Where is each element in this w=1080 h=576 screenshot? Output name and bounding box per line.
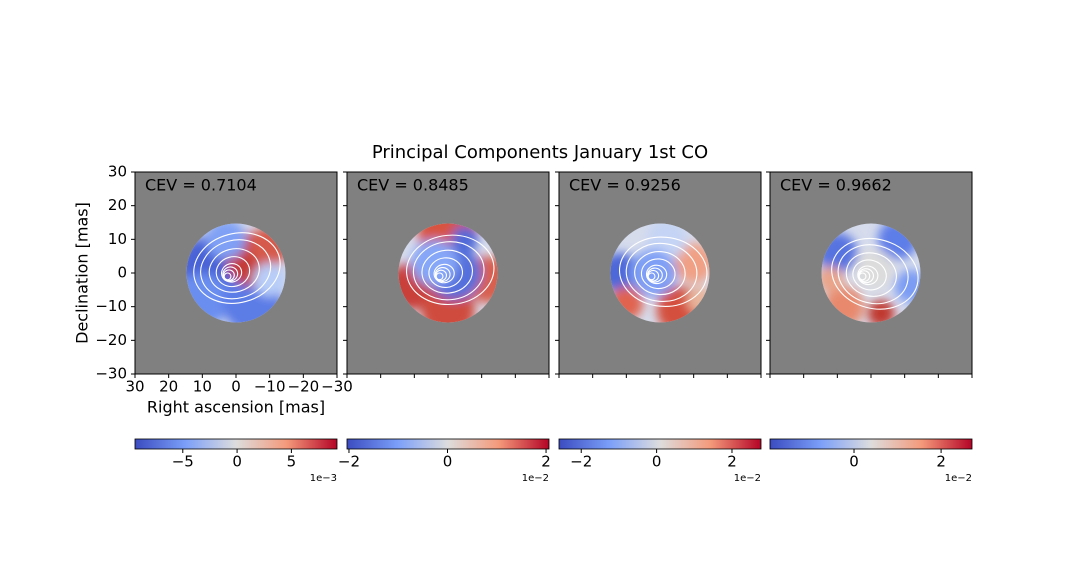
contour xyxy=(618,236,708,307)
contour xyxy=(434,266,451,283)
x-tick-label: −30 xyxy=(321,378,353,396)
x-tick-label: −10 xyxy=(254,378,286,396)
colorbar-offset: 1e−2 xyxy=(734,473,761,484)
colorbar-tick-label: −2 xyxy=(570,453,592,471)
contour xyxy=(845,252,897,297)
y-tick-label: −20 xyxy=(95,331,127,349)
contour xyxy=(193,232,281,304)
colorbar-tick-label: 0 xyxy=(443,453,453,471)
blob xyxy=(252,262,286,297)
image xyxy=(186,223,286,323)
y-tick-label: 30 xyxy=(108,163,127,181)
y-axis-label: Declination [mas] xyxy=(73,202,92,344)
colorbar xyxy=(346,438,550,450)
contour xyxy=(405,234,495,306)
x-tick-label: 20 xyxy=(159,378,178,396)
contour xyxy=(831,238,919,310)
contour xyxy=(221,263,243,283)
blob xyxy=(673,242,710,284)
y-tick-label: −30 xyxy=(95,365,127,383)
colorbar-offset: 1e−3 xyxy=(310,473,337,484)
colorbar xyxy=(769,438,973,450)
annotation: CEV = 0.8485 xyxy=(357,176,469,195)
colorbar xyxy=(134,438,338,450)
contour xyxy=(640,258,676,290)
contour xyxy=(200,239,272,300)
y-tick-label: 0 xyxy=(117,264,127,282)
contour xyxy=(858,268,875,284)
contour xyxy=(428,257,464,289)
contour xyxy=(645,264,668,285)
y-tick-label: 10 xyxy=(108,230,127,248)
colorbar-tick-label: −2 xyxy=(338,453,360,471)
contour xyxy=(837,244,909,305)
y-tick-label: 20 xyxy=(108,196,127,214)
x-axis-label: Right ascension [mas] xyxy=(147,398,325,417)
colorbar-offset: 1e−2 xyxy=(522,473,549,484)
y-tick-label: −10 xyxy=(95,297,127,315)
x-tick-label: 30 xyxy=(125,378,144,396)
colorbar-tick-label: 5 xyxy=(287,453,297,471)
figure-title: Principal Components January 1st CO xyxy=(372,142,708,163)
blob xyxy=(410,239,459,287)
colorbar-tick-label: 2 xyxy=(936,453,946,471)
blob xyxy=(205,223,247,260)
blob xyxy=(821,266,845,294)
contour xyxy=(646,267,663,283)
colorbar xyxy=(558,438,762,450)
contour xyxy=(208,248,260,293)
colorbar-tick-label: 0 xyxy=(652,453,662,471)
colorbar-tick-label: 0 xyxy=(849,453,859,471)
x-tick-label: −20 xyxy=(288,378,320,396)
image xyxy=(610,223,710,323)
panel: CEV = 0.9662 0 2 1e−2 xyxy=(766,171,973,484)
contour xyxy=(421,249,473,294)
contour xyxy=(412,241,485,301)
x-tick-label: 0 xyxy=(231,378,241,396)
contour xyxy=(215,256,251,288)
colorbar-tick-label: 0 xyxy=(232,453,242,471)
panel: CEV = 0.8485 −2 0 2 1e−2 xyxy=(338,171,551,484)
contour xyxy=(625,242,698,303)
contour xyxy=(222,266,239,282)
contour xyxy=(852,259,887,291)
annotation: CEV = 0.9662 xyxy=(780,176,892,195)
contour xyxy=(634,251,686,296)
annotation: CEV = 0.9256 xyxy=(569,176,681,195)
blob xyxy=(646,223,687,260)
blob xyxy=(451,225,479,253)
annotation: CEV = 0.7104 xyxy=(145,176,257,195)
contour xyxy=(433,263,455,284)
colorbar-offset: 1e−2 xyxy=(945,473,972,484)
colorbar-tick-label: −5 xyxy=(172,453,194,471)
colorbar-tick-label: 2 xyxy=(727,453,737,471)
x-tick-label: 10 xyxy=(193,378,212,396)
contour xyxy=(857,265,879,286)
colorbar-tick-label: 2 xyxy=(541,453,551,471)
panel: CEV = 0.9256 −2 0 2 1e−2 xyxy=(555,171,762,484)
